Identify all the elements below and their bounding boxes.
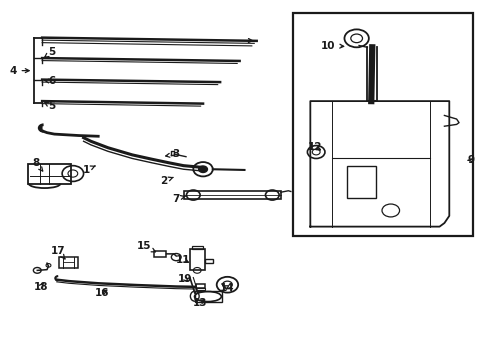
Text: 9: 9 [467,155,474,165]
Text: 6: 6 [45,76,56,86]
Bar [346,166,375,198]
Bar [293,13,472,235]
Bar [191,246,202,249]
Text: 13: 13 [192,298,206,308]
Text: 10: 10 [321,41,343,50]
Circle shape [198,166,207,172]
Bar [27,164,71,184]
Text: 12: 12 [307,142,322,152]
Text: 15: 15 [137,241,155,252]
Text: 19: 19 [178,274,192,284]
Bar [183,191,281,199]
Bar [194,291,221,302]
Text: 2: 2 [160,176,173,186]
Text: 3: 3 [165,149,180,159]
Bar [204,259,213,263]
Text: 7: 7 [172,194,185,204]
Text: 5: 5 [45,102,56,112]
Text: 17: 17 [51,246,65,259]
Text: 5: 5 [44,47,56,57]
Text: 14: 14 [220,283,234,293]
Text: 8: 8 [32,158,42,171]
Text: 11: 11 [176,255,190,265]
Text: 16: 16 [95,288,109,298]
Bar [195,284,204,288]
Bar [59,257,78,268]
Bar [195,288,204,291]
Bar [189,249,204,270]
Text: 4: 4 [9,66,29,76]
Bar [154,251,166,257]
Text: 18: 18 [33,282,48,292]
Text: 1: 1 [82,165,95,175]
